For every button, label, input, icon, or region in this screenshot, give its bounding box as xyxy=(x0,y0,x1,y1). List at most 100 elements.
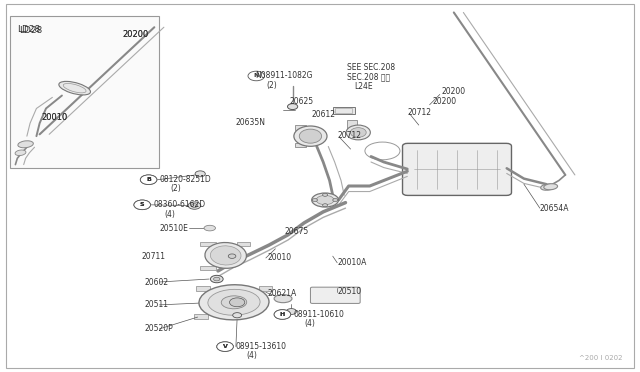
Circle shape xyxy=(323,193,328,196)
Text: 20010: 20010 xyxy=(268,253,292,263)
Ellipse shape xyxy=(59,81,90,95)
Text: 20675: 20675 xyxy=(285,227,309,236)
Text: 20602: 20602 xyxy=(145,278,169,287)
Ellipse shape xyxy=(18,141,33,148)
Text: 20712: 20712 xyxy=(337,131,361,140)
Circle shape xyxy=(312,199,317,202)
Bar xyxy=(196,286,210,291)
Bar xyxy=(237,243,250,246)
Circle shape xyxy=(230,298,245,307)
Text: H: H xyxy=(280,312,285,317)
Text: SEE SEC.208: SEE SEC.208 xyxy=(348,62,396,72)
Bar xyxy=(200,242,216,246)
Text: (4): (4) xyxy=(246,351,257,360)
Circle shape xyxy=(214,277,220,281)
Text: 20711: 20711 xyxy=(141,251,166,261)
Ellipse shape xyxy=(312,193,339,207)
Ellipse shape xyxy=(541,184,554,190)
Circle shape xyxy=(274,310,291,319)
Text: ^200 I 0202: ^200 I 0202 xyxy=(579,355,623,361)
Bar xyxy=(195,314,209,319)
Text: 20510: 20510 xyxy=(337,288,362,296)
Circle shape xyxy=(323,204,328,207)
Text: S: S xyxy=(140,202,145,207)
Text: 08915-13610: 08915-13610 xyxy=(236,342,287,351)
Text: N: N xyxy=(253,74,259,78)
Ellipse shape xyxy=(199,285,269,320)
Ellipse shape xyxy=(316,195,334,205)
Text: 20200: 20200 xyxy=(441,87,465,96)
FancyBboxPatch shape xyxy=(403,143,511,195)
Bar xyxy=(259,286,272,291)
Text: V: V xyxy=(223,344,227,349)
Ellipse shape xyxy=(204,225,216,231)
Text: V: V xyxy=(223,344,227,349)
Text: 20511: 20511 xyxy=(145,300,169,310)
Circle shape xyxy=(274,310,291,319)
Ellipse shape xyxy=(350,128,366,137)
Circle shape xyxy=(140,175,157,185)
Circle shape xyxy=(233,312,242,318)
Circle shape xyxy=(134,200,150,210)
Circle shape xyxy=(286,309,296,314)
Text: N08911-1082G: N08911-1082G xyxy=(255,71,312,80)
Text: 20712: 20712 xyxy=(407,108,431,117)
Text: (4): (4) xyxy=(164,209,175,219)
Ellipse shape xyxy=(211,246,241,265)
Ellipse shape xyxy=(274,295,292,303)
Ellipse shape xyxy=(346,125,371,140)
Text: 20654A: 20654A xyxy=(540,204,570,214)
Text: 20200: 20200 xyxy=(122,30,148,39)
Circle shape xyxy=(333,199,338,202)
Ellipse shape xyxy=(544,184,557,190)
Circle shape xyxy=(287,104,298,110)
Text: SEC.208 参照: SEC.208 参照 xyxy=(348,72,390,81)
Circle shape xyxy=(134,200,150,210)
Bar xyxy=(294,143,306,147)
Text: 08360-6162D: 08360-6162D xyxy=(153,201,205,209)
Text: LD28: LD28 xyxy=(19,26,42,35)
Circle shape xyxy=(248,71,264,81)
Text: 20625: 20625 xyxy=(289,97,314,106)
Text: 20200: 20200 xyxy=(122,30,148,39)
Text: LD28: LD28 xyxy=(17,25,40,33)
FancyBboxPatch shape xyxy=(10,16,159,167)
Circle shape xyxy=(188,202,201,209)
Text: B: B xyxy=(146,177,151,182)
Text: L24E: L24E xyxy=(354,82,372,91)
Text: B: B xyxy=(146,177,151,182)
Circle shape xyxy=(140,175,157,185)
Circle shape xyxy=(217,342,234,352)
Text: 20635N: 20635N xyxy=(236,118,266,127)
Text: 08911-10610: 08911-10610 xyxy=(293,310,344,319)
Circle shape xyxy=(195,171,205,177)
FancyBboxPatch shape xyxy=(310,287,360,304)
Text: 08120-8251D: 08120-8251D xyxy=(159,175,211,184)
Ellipse shape xyxy=(208,289,260,315)
Ellipse shape xyxy=(228,254,236,259)
Text: 20010A: 20010A xyxy=(337,258,367,267)
Text: 20510E: 20510E xyxy=(159,224,188,232)
Ellipse shape xyxy=(205,243,246,268)
Text: 20520P: 20520P xyxy=(145,324,173,333)
Text: 20010: 20010 xyxy=(41,113,67,122)
Bar xyxy=(200,266,216,270)
Text: 20010: 20010 xyxy=(41,113,67,122)
Text: 20621A: 20621A xyxy=(268,289,297,298)
Ellipse shape xyxy=(15,150,26,155)
Text: (2): (2) xyxy=(170,185,181,193)
Circle shape xyxy=(217,342,234,352)
Bar xyxy=(333,108,355,114)
Ellipse shape xyxy=(294,126,327,146)
Text: H: H xyxy=(280,312,285,317)
Text: S: S xyxy=(140,202,145,207)
Ellipse shape xyxy=(221,296,246,309)
Text: 20200: 20200 xyxy=(432,97,456,106)
Bar xyxy=(348,119,357,129)
Circle shape xyxy=(211,275,223,283)
Ellipse shape xyxy=(300,129,321,143)
Text: (2): (2) xyxy=(266,81,277,90)
Text: 20612: 20612 xyxy=(312,109,336,119)
Text: (4): (4) xyxy=(304,319,315,328)
Bar xyxy=(294,125,306,129)
